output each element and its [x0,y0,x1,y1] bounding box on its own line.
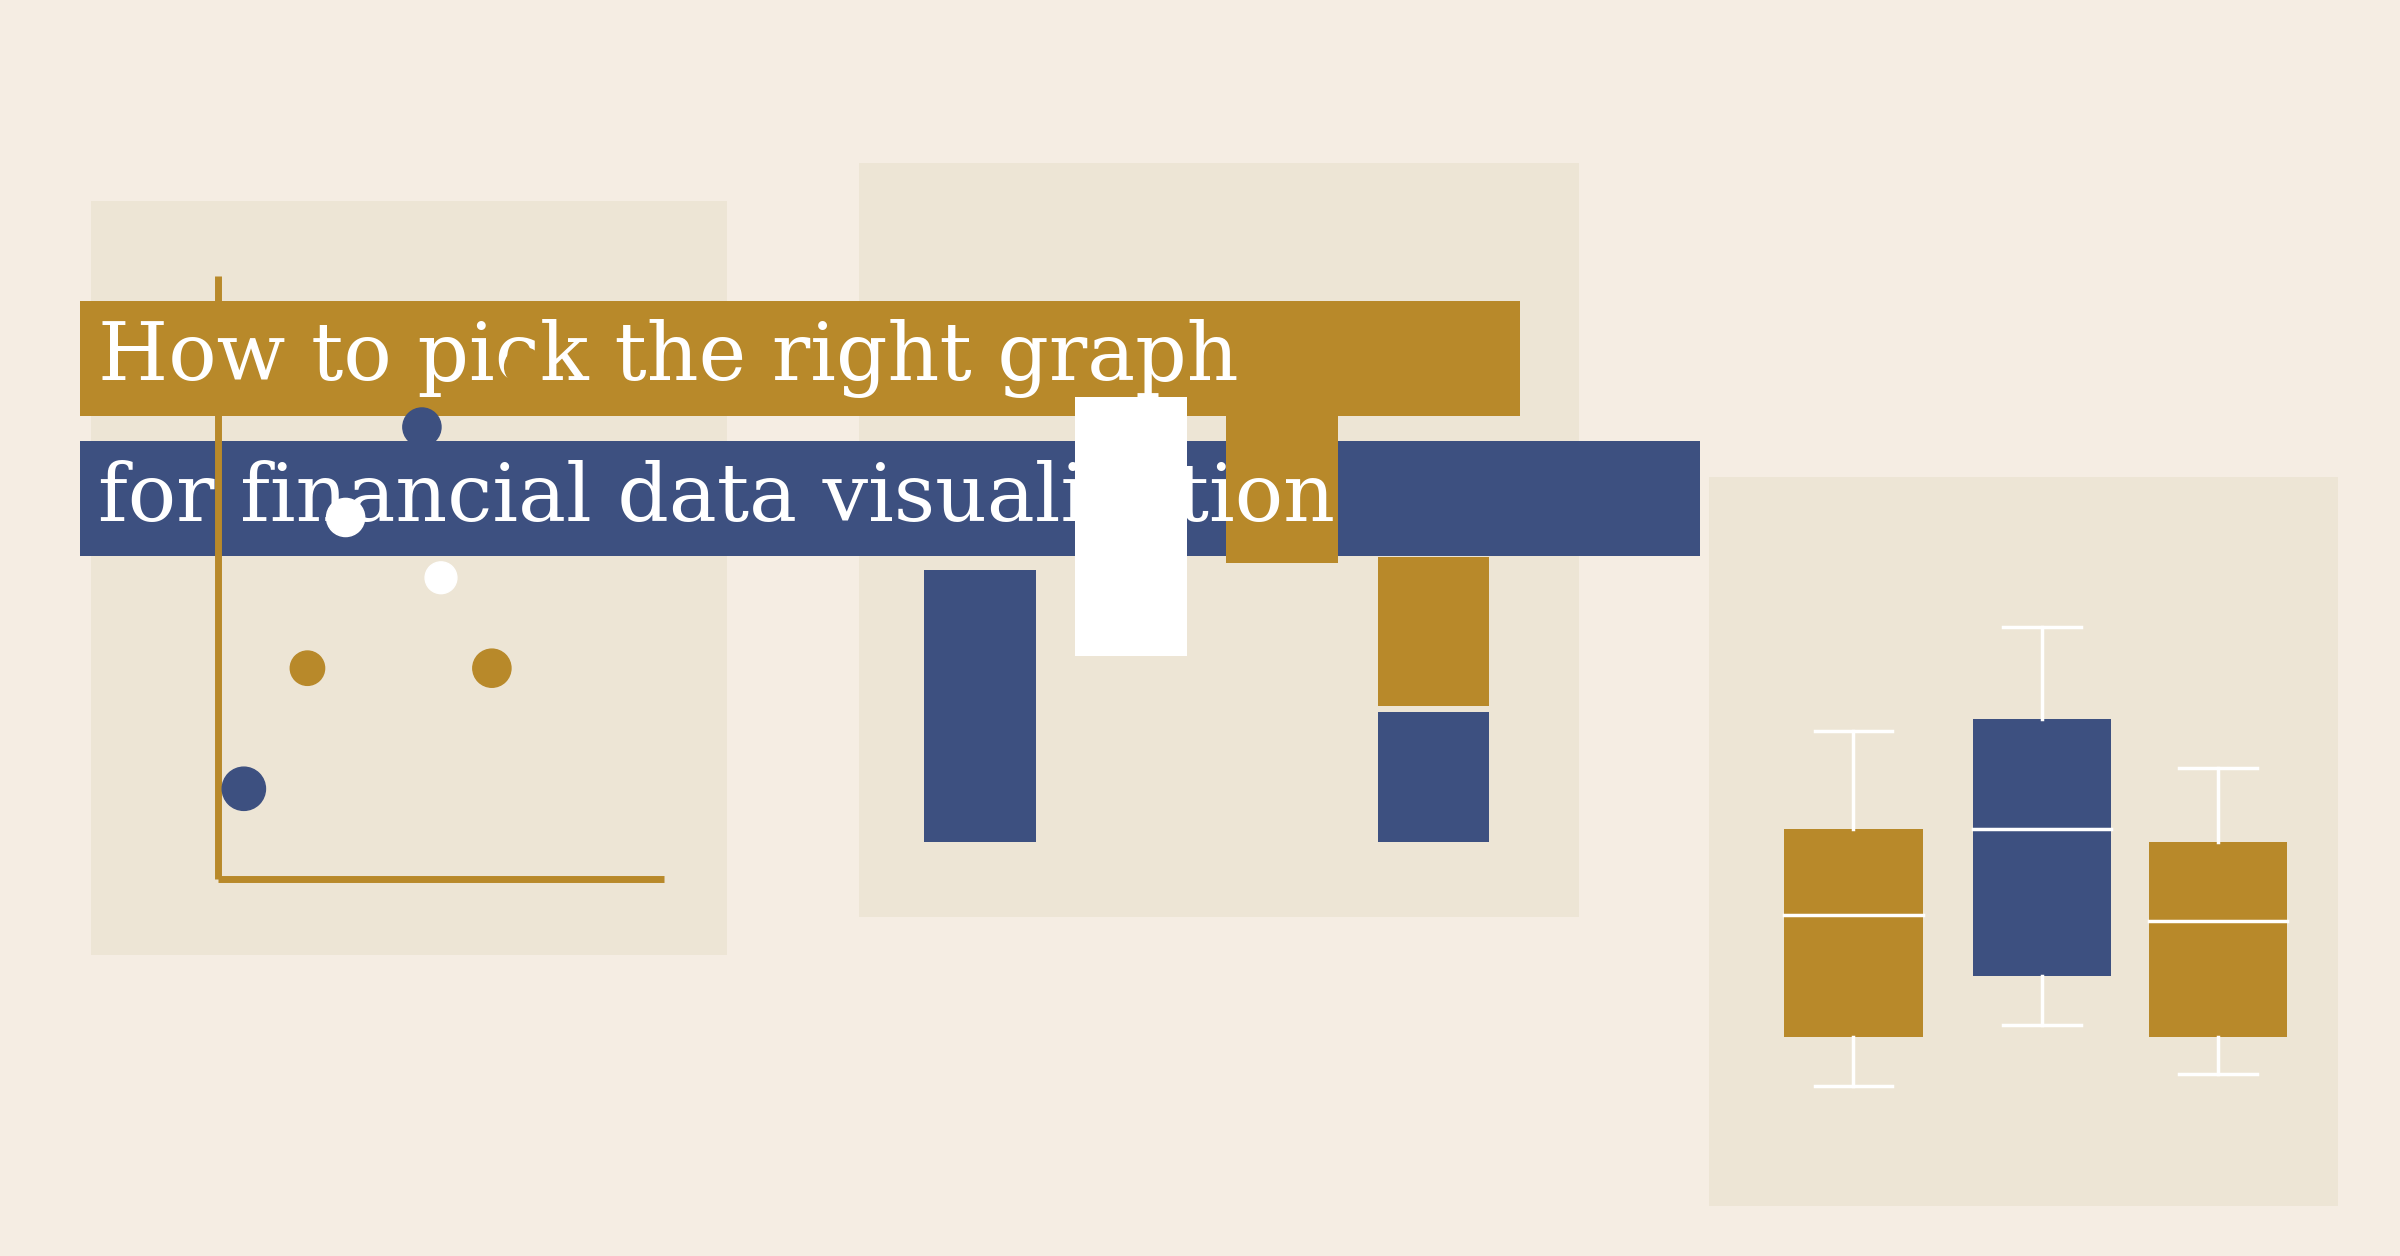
Bar [2148,842,2287,1037]
Circle shape [223,767,266,810]
Circle shape [290,651,324,686]
Bar [79,301,1519,416]
Circle shape [425,561,456,594]
Circle shape [326,499,365,536]
Circle shape [403,408,442,446]
Bar [1075,397,1186,656]
Bar [1378,558,1488,706]
Bar [924,570,1037,842]
Text: How to pick the right graph: How to pick the right graph [98,319,1238,398]
Bar [1378,712,1488,842]
Bar [859,163,1579,917]
Circle shape [504,348,542,386]
Bar [1783,829,1922,1037]
Bar [91,201,727,955]
Bar [1226,317,1339,564]
Circle shape [473,649,511,687]
Bar [1709,477,2338,1206]
Bar [1973,720,2112,976]
Bar [79,441,1699,556]
Text: for financial data visualization: for financial data visualization [98,460,1334,538]
